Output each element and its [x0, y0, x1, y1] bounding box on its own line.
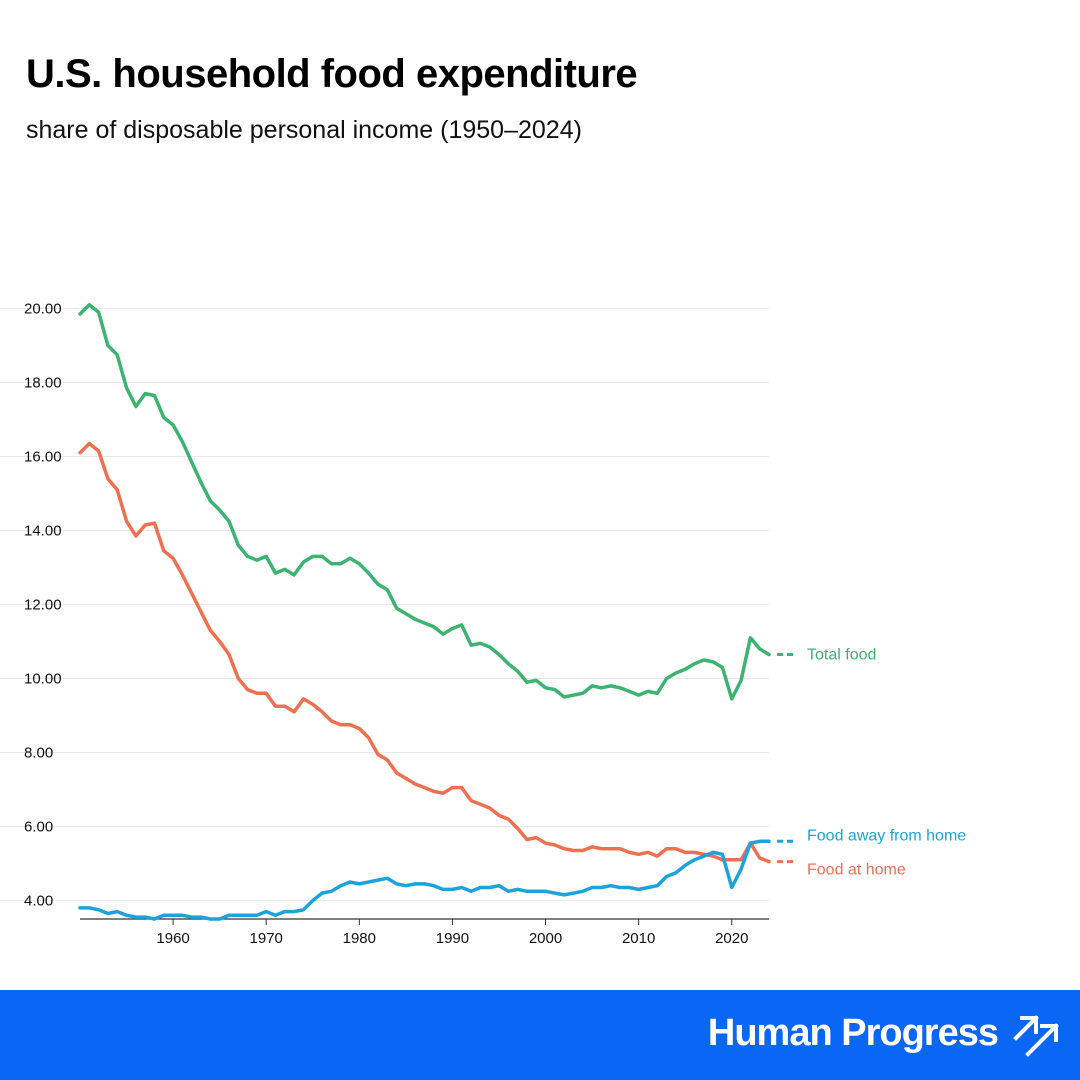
- y-tick-label: 6.00: [24, 819, 53, 836]
- line-chart: 4.00 6.00 8.00 10.00 12.00 14.00 16.00 18.00 20.…: [0, 301, 966, 947]
- y-tick-label: 16.00: [24, 449, 62, 466]
- y-tick-label: 4.00: [24, 893, 53, 910]
- page-title: U.S. household food expenditure: [26, 52, 638, 96]
- footer-bar: Human Progress: [0, 990, 1080, 1080]
- x-tick-label: 1980: [343, 930, 376, 947]
- series-line-food-away-from-home: [78, 839, 771, 921]
- x-tick-label: 1960: [156, 930, 189, 947]
- y-tick-label: 14.00: [24, 523, 62, 540]
- series-label-food-at-home: Food at home: [807, 862, 906, 879]
- x-tick-label: 2010: [622, 930, 655, 947]
- brand-logo-text[interactable]: Human Progress: [707, 1012, 999, 1054]
- series-label-food-away-from-home: Food away from home: [807, 827, 966, 844]
- series-label-total-food: Total food: [807, 646, 876, 663]
- y-tick-label: 10.00: [24, 671, 62, 688]
- x-tick-label: 2000: [529, 930, 562, 947]
- page-subtitle: share of disposable personal income (195…: [26, 116, 582, 144]
- x-tick-label: 2020: [715, 930, 748, 947]
- trending-arrows-icon: [1012, 1010, 1060, 1063]
- y-tick-label: 12.00: [24, 597, 62, 614]
- series-labels: Total food Food at home Food away from hom…: [777, 646, 966, 879]
- x-tick-label: 1970: [250, 930, 283, 947]
- series-line-food-at-home: [78, 441, 771, 864]
- y-tick-label: 8.00: [24, 745, 53, 762]
- series-lines: [78, 303, 771, 921]
- y-tick-label: 18.00: [24, 375, 62, 392]
- y-tick-label: 20.00: [24, 301, 62, 318]
- grid-lines: [0, 308, 769, 901]
- x-tick-label: 1990: [436, 930, 469, 947]
- axes: 4.00 6.00 8.00 10.00 12.00 14.00 16.00 18.00 20.…: [24, 301, 769, 947]
- series-line-total-food: [78, 303, 771, 701]
